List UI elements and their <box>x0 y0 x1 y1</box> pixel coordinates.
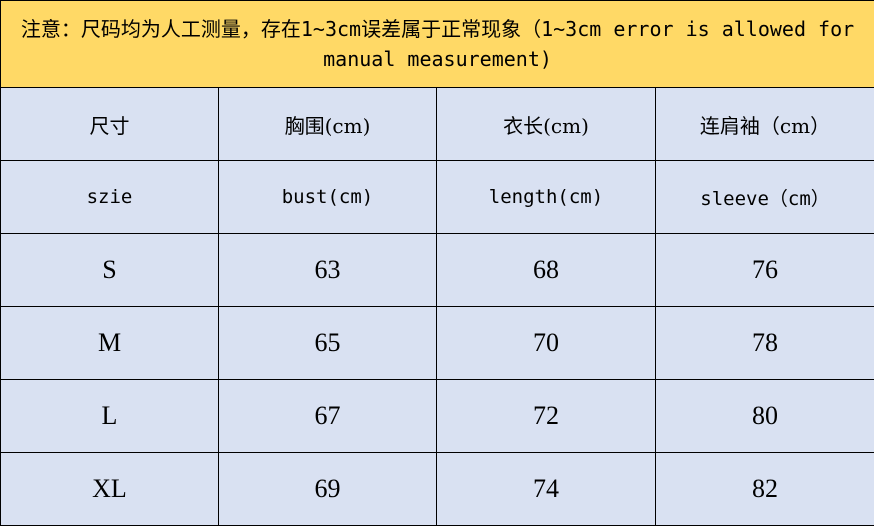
length-cell: 70 <box>436 306 656 380</box>
table-row: XL 69 74 82 <box>0 452 874 526</box>
header-length-en: length(cm) <box>436 160 656 234</box>
size-cell: S <box>0 233 219 307</box>
sleeve-cell: 82 <box>654 452 874 526</box>
header-row-chinese: 尺寸 胸围(cm) 衣长(cm) 连肩袖（cm） <box>0 87 874 161</box>
header-row-english: szie bust(cm) length(cm) sleeve（cm） <box>0 160 874 234</box>
sleeve-cell: 80 <box>654 379 874 453</box>
bust-cell: 63 <box>218 233 437 307</box>
bust-cell: 65 <box>218 306 437 380</box>
table-row: L 67 72 80 <box>0 379 874 453</box>
size-cell: M <box>0 306 219 380</box>
header-size-cn: 尺寸 <box>0 87 219 161</box>
length-cell: 72 <box>436 379 656 453</box>
bust-cell: 69 <box>218 452 437 526</box>
table-row: S 63 68 76 <box>0 233 874 307</box>
sleeve-cell: 76 <box>654 233 874 307</box>
sleeve-cell: 78 <box>654 306 874 380</box>
header-sleeve-cn: 连肩袖（cm） <box>654 87 874 161</box>
measurement-note: 注意：尺码均为人工测量，存在1~3cm误差属于正常现象（1~3cm error … <box>0 0 874 88</box>
length-cell: 68 <box>436 233 656 307</box>
header-bust-cn: 胸围(cm) <box>218 87 437 161</box>
table-row: M 65 70 78 <box>0 306 874 380</box>
length-cell: 74 <box>436 452 656 526</box>
size-cell: L <box>0 379 219 453</box>
bust-cell: 67 <box>218 379 437 453</box>
header-bust-en: bust(cm) <box>218 160 437 234</box>
header-sleeve-en: sleeve（cm） <box>654 160 874 234</box>
header-length-cn: 衣长(cm) <box>436 87 656 161</box>
header-size-en: szie <box>0 160 219 234</box>
size-cell: XL <box>0 452 219 526</box>
